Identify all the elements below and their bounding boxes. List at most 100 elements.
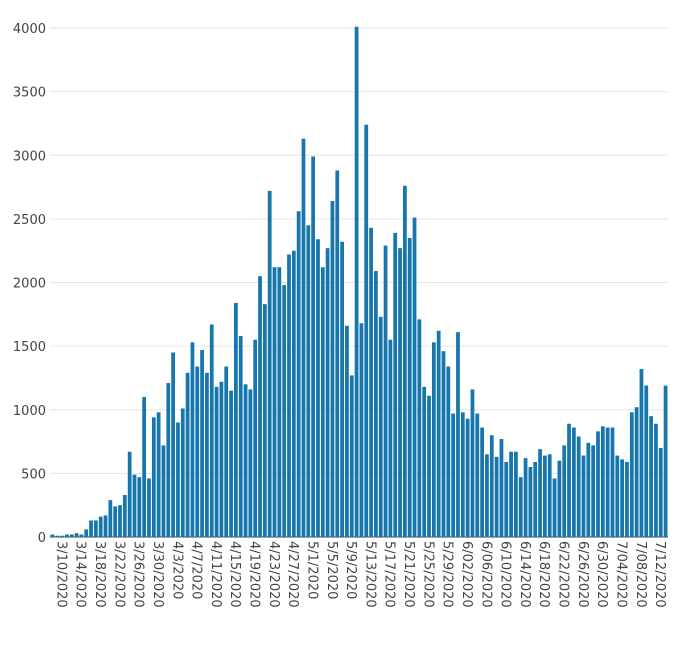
bar[interactable]	[504, 461, 509, 537]
bar[interactable]	[267, 190, 272, 537]
bar[interactable]	[137, 477, 142, 537]
bar[interactable]	[547, 454, 552, 537]
bar[interactable]	[523, 458, 528, 537]
bar[interactable]	[229, 390, 233, 537]
bar[interactable]	[253, 339, 258, 537]
bar[interactable]	[330, 201, 335, 537]
bar[interactable]	[417, 319, 422, 537]
bar[interactable]	[489, 435, 494, 537]
bar[interactable]	[325, 248, 330, 537]
bar[interactable]	[407, 237, 412, 537]
bar[interactable]	[422, 386, 427, 537]
bar[interactable]	[591, 445, 596, 537]
bar[interactable]	[552, 478, 557, 537]
bar[interactable]	[214, 386, 219, 537]
bar[interactable]	[514, 451, 518, 537]
bar[interactable]	[113, 506, 118, 537]
bar[interactable]	[649, 416, 653, 537]
bar[interactable]	[60, 535, 64, 537]
bar[interactable]	[383, 245, 388, 537]
bar[interactable]	[161, 445, 166, 537]
bar[interactable]	[176, 422, 180, 537]
bar[interactable]	[567, 423, 571, 537]
bar[interactable]	[480, 427, 484, 537]
bar[interactable]	[369, 227, 373, 537]
bar[interactable]	[605, 427, 610, 537]
bar[interactable]	[171, 352, 175, 537]
bar[interactable]	[185, 372, 190, 537]
bar[interactable]	[446, 366, 451, 537]
bar[interactable]	[518, 477, 523, 537]
bar[interactable]	[156, 412, 161, 537]
bar[interactable]	[65, 534, 69, 537]
bar[interactable]	[306, 225, 311, 538]
bar[interactable]	[234, 302, 238, 537]
bar[interactable]	[639, 369, 644, 537]
bar[interactable]	[431, 342, 436, 537]
bar[interactable]	[142, 397, 147, 537]
bar[interactable]	[147, 478, 151, 537]
bar[interactable]	[118, 505, 122, 537]
bar[interactable]	[629, 412, 634, 537]
bar[interactable]	[74, 533, 79, 537]
bar[interactable]	[538, 449, 542, 537]
bar[interactable]	[262, 304, 267, 537]
bar[interactable]	[243, 384, 248, 537]
bar[interactable]	[50, 534, 55, 537]
bar[interactable]	[644, 385, 649, 537]
bar[interactable]	[427, 395, 431, 537]
bar[interactable]	[460, 412, 465, 537]
bar[interactable]	[528, 467, 533, 537]
bar[interactable]	[533, 461, 538, 537]
bar[interactable]	[132, 474, 137, 537]
bar[interactable]	[562, 445, 567, 537]
bar[interactable]	[374, 271, 378, 537]
bar[interactable]	[69, 534, 74, 537]
bar[interactable]	[335, 170, 340, 537]
bar[interactable]	[509, 451, 513, 537]
bar[interactable]	[272, 267, 277, 537]
bar[interactable]	[470, 389, 475, 537]
bar[interactable]	[359, 323, 364, 537]
bar[interactable]	[412, 217, 417, 537]
bar[interactable]	[311, 156, 316, 537]
bar[interactable]	[349, 375, 354, 537]
bar[interactable]	[543, 455, 547, 537]
bar[interactable]	[258, 276, 262, 537]
bar[interactable]	[122, 495, 127, 537]
bar[interactable]	[658, 447, 663, 537]
bar[interactable]	[456, 332, 460, 537]
bar[interactable]	[84, 529, 89, 537]
bar[interactable]	[238, 335, 243, 537]
bar[interactable]	[441, 351, 446, 537]
bar[interactable]	[277, 267, 282, 537]
bar[interactable]	[620, 459, 625, 537]
bar[interactable]	[354, 26, 359, 537]
bar[interactable]	[398, 248, 402, 537]
bar[interactable]	[576, 436, 581, 537]
bar[interactable]	[296, 211, 301, 538]
bar[interactable]	[209, 324, 214, 537]
bar[interactable]	[55, 535, 60, 537]
bar[interactable]	[248, 389, 253, 537]
bar[interactable]	[282, 285, 287, 537]
bar[interactable]	[364, 124, 369, 538]
bar[interactable]	[436, 330, 441, 537]
bar[interactable]	[475, 413, 480, 537]
bar[interactable]	[200, 349, 204, 537]
bar[interactable]	[224, 366, 229, 537]
bar[interactable]	[320, 267, 325, 537]
bar[interactable]	[378, 316, 383, 537]
bar[interactable]	[301, 138, 306, 537]
bar[interactable]	[393, 232, 398, 537]
bar[interactable]	[557, 460, 562, 537]
bar[interactable]	[345, 325, 349, 537]
bar[interactable]	[596, 431, 600, 537]
bar[interactable]	[195, 366, 200, 537]
bar[interactable]	[190, 342, 195, 537]
bar[interactable]	[340, 241, 344, 537]
bar[interactable]	[485, 454, 489, 537]
bar[interactable]	[388, 339, 393, 537]
bar[interactable]	[654, 423, 658, 537]
bar[interactable]	[93, 520, 98, 537]
